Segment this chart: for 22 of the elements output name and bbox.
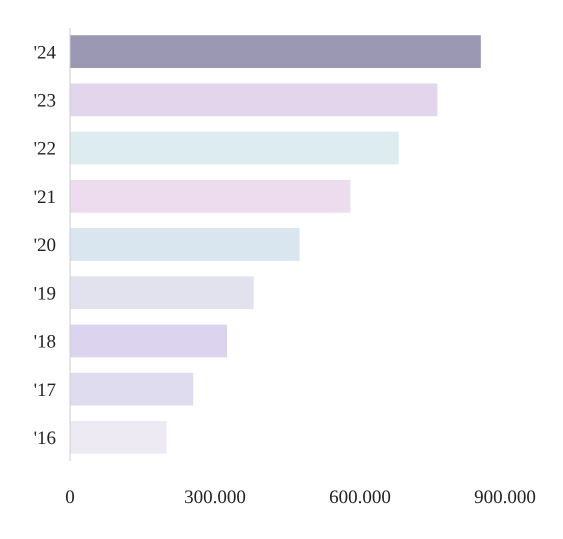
y-tick-label: '16 (34, 428, 56, 450)
bar (70, 132, 399, 164)
x-tick-label: 900.000 (474, 487, 536, 508)
y-tick-label: '21 (34, 186, 56, 208)
y-tick-label: '17 (34, 380, 56, 401)
x-tick-label: 0 (65, 487, 75, 508)
bar (70, 35, 481, 68)
y-tick-label: '19 (34, 283, 56, 304)
bar (70, 276, 254, 310)
y-tick-label: '24 (34, 42, 56, 64)
y-tick-label: '18 (34, 332, 56, 353)
bar (70, 372, 194, 406)
x-tick-label: 300.000 (184, 487, 246, 508)
bar (70, 180, 350, 213)
bar (70, 324, 228, 358)
bar (70, 228, 300, 261)
y-tick-label: '20 (34, 235, 56, 256)
bar (70, 420, 167, 454)
x-tick-label: 600.000 (329, 487, 391, 508)
bar (70, 83, 438, 116)
y-tick-label: '23 (34, 90, 56, 112)
y-tick-label: '22 (34, 138, 56, 160)
